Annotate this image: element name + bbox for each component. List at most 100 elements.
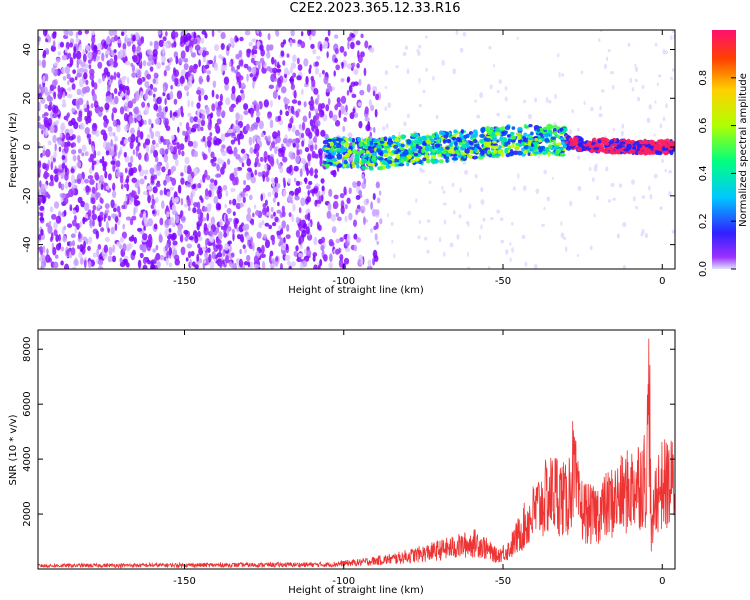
noise-speckle [311, 150, 316, 159]
noise-speckle [48, 220, 52, 226]
noise-speckle [295, 180, 301, 187]
noise-speckle [569, 200, 573, 207]
noise-speckle [207, 121, 212, 131]
noise-speckle [441, 185, 444, 190]
signal-mark [352, 164, 356, 169]
signal-mark [597, 139, 602, 144]
noise-speckle [63, 263, 70, 269]
noise-speckle [118, 83, 124, 90]
noise-speckle [474, 99, 477, 103]
noise-speckle [131, 249, 136, 256]
noise-speckle [357, 50, 360, 59]
signal-mark [534, 137, 539, 142]
noise-speckle [136, 179, 140, 187]
noise-speckle [672, 67, 675, 72]
noise-speckle [373, 126, 376, 133]
noise-speckle [88, 157, 94, 163]
noise-speckle [150, 175, 155, 184]
noise-speckle [38, 59, 42, 67]
noise-speckle [256, 43, 260, 50]
noise-speckle [97, 182, 103, 190]
noise-speckle [187, 251, 192, 259]
noise-speckle [267, 33, 271, 41]
noise-speckle [69, 57, 74, 66]
colorbar-tick-label: 0.2 [698, 213, 709, 229]
noise-speckle [146, 73, 151, 80]
noise-speckle [184, 135, 188, 143]
noise-speckle [193, 123, 199, 129]
noise-speckle [130, 127, 135, 135]
noise-speckle [320, 110, 324, 116]
signal-mark [499, 126, 506, 131]
noise-speckle [329, 253, 333, 262]
noise-speckle [194, 235, 199, 244]
noise-speckle [72, 154, 77, 162]
noise-speckle [144, 105, 150, 115]
noise-speckle [284, 254, 291, 261]
noise-speckle [661, 158, 665, 163]
noise-speckle [208, 253, 212, 263]
colorbar-tick-label: 0.4 [698, 165, 709, 181]
noise-speckle [216, 239, 222, 245]
signal-mark [527, 137, 534, 141]
noise-speckle [200, 197, 204, 204]
noise-speckle [320, 178, 325, 184]
signal-mark [357, 137, 361, 142]
noise-speckle [479, 234, 482, 240]
noise-speckle [133, 207, 136, 216]
noise-speckle [291, 261, 296, 267]
noise-speckle [173, 41, 177, 48]
noise-speckle [303, 58, 309, 67]
signal-mark [479, 138, 485, 144]
noise-speckle [192, 38, 198, 45]
noise-speckle [85, 118, 89, 125]
noise-speckle [276, 230, 282, 236]
noise-speckle [404, 45, 409, 50]
noise-speckle [150, 204, 154, 210]
noise-speckle [637, 96, 641, 102]
signal-mark [492, 137, 498, 142]
noise-speckle [51, 67, 55, 74]
noise-speckle [169, 110, 173, 119]
noise-speckle [149, 126, 153, 134]
noise-speckle [221, 110, 226, 117]
noise-speckle [264, 199, 268, 206]
noise-speckle [254, 143, 260, 152]
noise-speckle [45, 127, 49, 136]
noise-speckle [268, 84, 275, 90]
noise-speckle [465, 221, 470, 225]
noise-speckle [74, 76, 78, 81]
noise-speckle [124, 61, 131, 66]
noise-speckle [320, 129, 326, 137]
noise-speckle [165, 242, 169, 250]
noise-speckle [153, 223, 158, 230]
noise-speckle [172, 67, 177, 75]
noise-speckle [278, 242, 281, 247]
noise-speckle [173, 145, 178, 154]
noise-speckle [184, 156, 190, 165]
signal-mark [589, 149, 594, 153]
noise-speckle [274, 30, 279, 37]
signal-mark [511, 126, 516, 130]
noise-speckle [101, 52, 105, 62]
signal-mark [451, 136, 457, 141]
noise-speckle [352, 62, 356, 68]
noise-speckle [635, 205, 638, 210]
noise-speckle [147, 194, 151, 204]
noise-speckle [38, 195, 43, 203]
signal-mark [662, 150, 670, 156]
noise-speckle [272, 197, 276, 203]
noise-speckle [181, 150, 185, 157]
noise-speckle [112, 190, 117, 199]
noise-speckle [356, 180, 361, 187]
noise-speckle [438, 237, 442, 243]
noise-speckle [296, 57, 300, 65]
noise-speckle [327, 202, 332, 212]
signal-mark [461, 144, 467, 149]
noise-speckle [139, 252, 144, 259]
noise-speckle [148, 233, 153, 243]
noise-speckle [308, 131, 313, 140]
noise-speckle [159, 189, 164, 196]
noise-speckle [152, 248, 157, 253]
